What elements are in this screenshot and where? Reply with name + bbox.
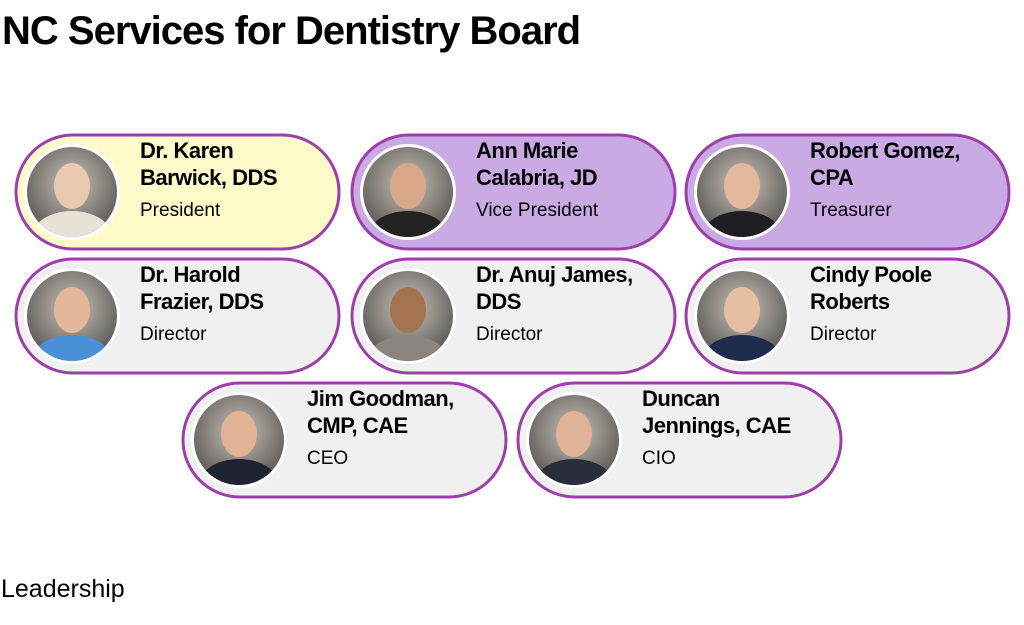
photo-head	[390, 287, 426, 333]
member-name: Jennings, CAE	[642, 413, 791, 438]
photo-head	[724, 287, 760, 333]
member-name: CPA	[810, 165, 854, 190]
member-role: Director	[140, 324, 207, 345]
member-role: Director	[810, 324, 877, 345]
photo-head	[54, 287, 90, 333]
member-name: Barwick, DDS	[140, 165, 277, 190]
photo	[27, 271, 117, 361]
member-role: Director	[476, 324, 543, 345]
member-name: Dr. Karen	[140, 138, 233, 163]
member-name: Jim Goodman,	[307, 386, 454, 411]
member-role: Treasurer	[810, 200, 892, 221]
photo-body	[534, 459, 614, 485]
member-name: Dr. Harold	[140, 262, 240, 287]
photo	[363, 147, 453, 237]
photo-body	[702, 335, 782, 361]
member-card: Dr. Anuj James,DDS Director	[350, 257, 677, 375]
photo-body	[32, 211, 112, 237]
photo-head	[221, 411, 257, 457]
member-card: Jim Goodman,CMP, CAE CEO	[181, 381, 508, 499]
member-role: Vice President	[476, 200, 599, 221]
member-name: Calabria, JD	[476, 165, 597, 190]
member-card: Robert Gomez,CPA Treasurer	[684, 133, 1011, 251]
photo-body	[702, 211, 782, 237]
title: NC Services for Dentistry Board	[2, 9, 580, 53]
photo-body	[368, 335, 448, 361]
photo	[697, 147, 787, 237]
photo	[697, 271, 787, 361]
member-name: Ann Marie	[476, 138, 578, 163]
member-name: Dr. Anuj James,	[476, 262, 633, 287]
member-name: Duncan	[642, 386, 720, 411]
member-name: CMP, CAE	[307, 413, 408, 438]
photo-head	[724, 163, 760, 209]
member-role: President	[140, 200, 221, 221]
member-name: Cindy Poole	[810, 262, 932, 287]
photo-head	[54, 163, 90, 209]
member-name: DDS	[476, 289, 521, 314]
member-name: Robert Gomez,	[810, 138, 960, 163]
photo-body	[368, 211, 448, 237]
photo	[363, 271, 453, 361]
photo-body	[32, 335, 112, 361]
member-name: Frazier, DDS	[140, 289, 264, 314]
member-role: CEO	[307, 448, 348, 469]
photo	[194, 395, 284, 485]
member-role: CIO	[642, 448, 676, 469]
member-name: Roberts	[810, 289, 890, 314]
footer-label: Leadership	[1, 575, 125, 603]
photo-head	[556, 411, 592, 457]
photo	[529, 395, 619, 485]
photo-head	[390, 163, 426, 209]
photo	[27, 147, 117, 237]
photo-body	[199, 459, 279, 485]
